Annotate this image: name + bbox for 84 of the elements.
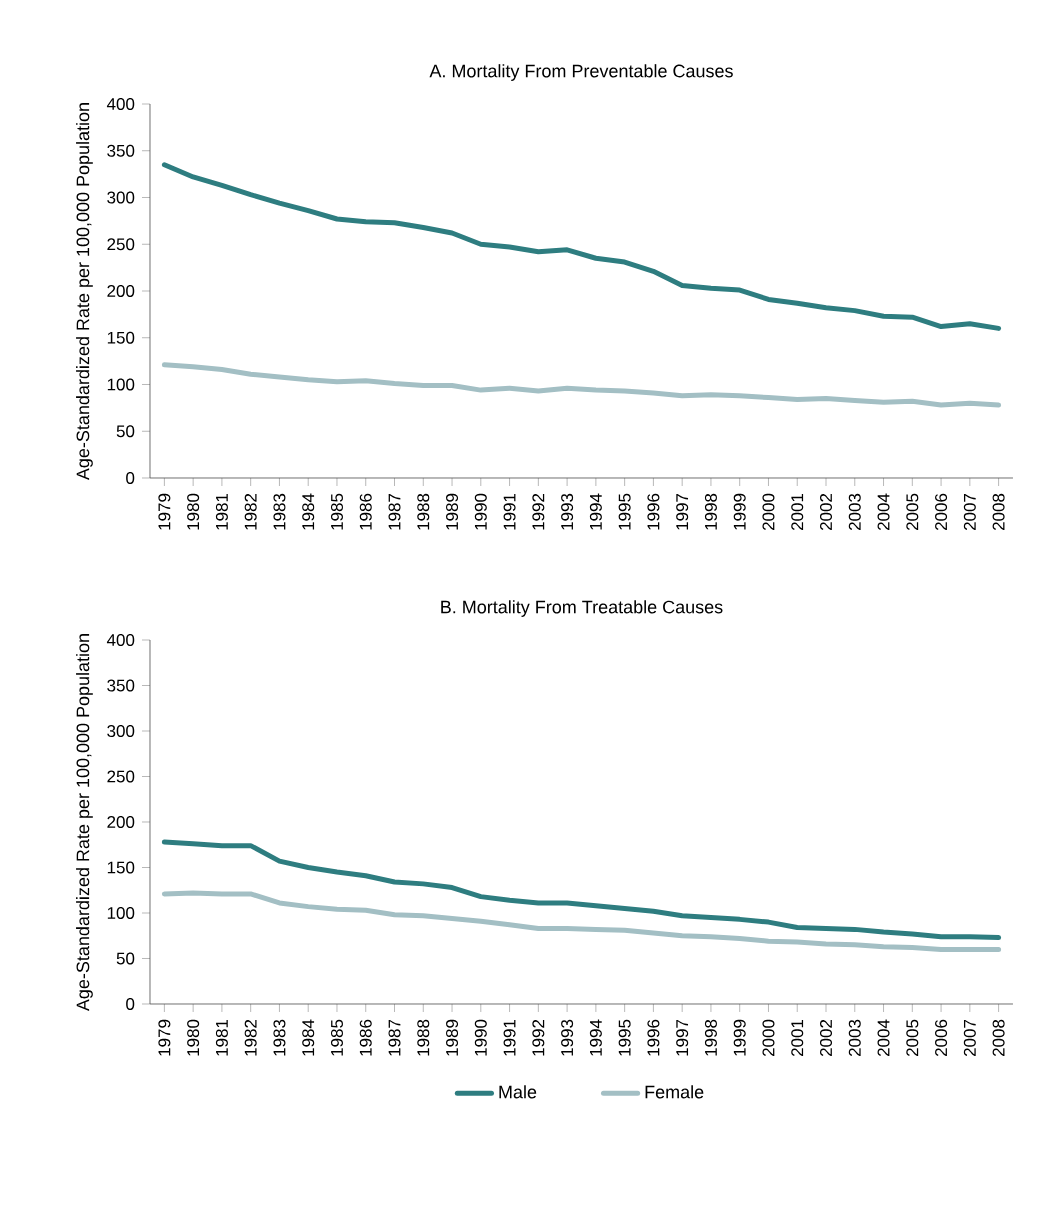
x-tick-label: 1987 [388,493,401,530]
x-tick-label: 2005 [906,1019,919,1057]
x-tick-label: 2008 [992,493,1005,531]
y-tick-label: 250 [107,770,135,783]
y-tick-label: 0 [126,997,135,1010]
x-tick-label: 1989 [446,1019,459,1056]
x-tick-label: 2003 [848,493,861,531]
y-axis-title: Age-Standardized Rate per 100,000 Population [76,103,93,481]
x-tick-label: 2004 [877,493,890,531]
x-tick-label: 2007 [963,493,976,531]
legend-label: Female [645,1085,704,1099]
y-tick-label: 350 [107,144,135,157]
x-tick-label: 2004 [877,1019,890,1057]
x-tick-label: 1996 [647,493,660,530]
x-tick-label: 2006 [935,493,948,531]
chart-title: B. Mortality From Treatable Causes [441,600,723,617]
x-tick-label: 2005 [906,493,919,531]
x-tick-label: 1988 [417,1019,430,1056]
legend-label: Male [499,1085,537,1099]
x-tick-label: 2000 [762,1019,775,1057]
x-tick-label: 1987 [388,1019,401,1056]
x-tick-label: 1990 [474,493,487,530]
x-tick-label: 1986 [359,493,372,530]
y-tick-label: 200 [107,284,135,298]
x-tick-label: 1990 [474,1019,487,1056]
x-tick-label: 1993 [561,1019,574,1056]
x-tick-label: 1979 [158,1019,171,1056]
x-tick-label: 1993 [561,493,574,530]
y-tick-label: 300 [107,725,135,738]
x-tick-label: 1999 [733,1019,746,1056]
x-tick-label: 1988 [417,493,430,530]
y-tick-label: 300 [107,191,135,204]
x-tick-label: 2008 [992,1019,1005,1057]
x-tick-label: 1980 [187,493,200,530]
x-tick-label: 1994 [589,493,602,530]
y-tick-label: 400 [106,98,135,111]
x-tick-label: 1984 [302,1019,315,1056]
x-tick-label: 1995 [618,493,631,530]
x-tick-label: 1999 [733,493,746,530]
x-tick-label: 1984 [302,493,315,530]
x-tick-label: 1983 [273,1019,286,1056]
chart-title: A. Mortality From Preventable Causes [429,64,733,81]
y-tick-label: 350 [107,679,135,692]
x-tick-label: 1981 [215,1019,228,1056]
x-tick-label: 1991 [503,1019,516,1056]
x-tick-label: 1992 [532,1019,545,1056]
x-tick-label: 2002 [820,1019,833,1057]
x-tick-label: 2003 [848,1019,861,1057]
x-tick-label: 2007 [963,1019,976,1057]
x-tick-label: 1985 [330,1019,343,1056]
x-tick-label: 1985 [330,493,343,530]
y-axis-title: Age-Standardized Rate per 100,000 Population [76,634,93,1012]
y-tick-label: 50 [116,952,135,965]
x-tick-label: 1996 [647,1019,660,1056]
x-tick-label: 1982 [244,493,257,530]
x-tick-label: 2000 [762,493,775,531]
y-tick-label: 150 [107,861,135,874]
x-tick-label: 1981 [215,493,228,530]
x-tick-label: 1986 [359,1019,372,1056]
x-tick-label: 1994 [589,1019,602,1056]
x-tick-label: 1998 [704,493,717,530]
x-tick-label: 2001 [791,493,804,531]
y-tick-label: 50 [116,425,135,438]
y-tick-label: 100 [107,378,135,391]
x-tick-label: 1992 [532,493,545,530]
x-tick-label: 1995 [618,1019,631,1056]
x-tick-label: 1997 [676,1019,689,1056]
x-tick-label: 1980 [187,1019,200,1056]
x-tick-label: 1989 [446,493,459,530]
y-tick-label: 0 [126,471,135,485]
y-tick-label: 250 [107,238,135,251]
x-tick-label: 2002 [820,493,833,531]
x-tick-label: 2006 [935,1019,948,1057]
x-tick-label: 1982 [244,1019,257,1056]
y-tick-label: 100 [107,906,135,920]
x-tick-label: 1991 [503,493,516,530]
x-tick-label: 1979 [158,493,171,530]
x-tick-label: 1998 [704,1019,717,1056]
x-tick-label: 2001 [791,1019,804,1057]
y-tick-label: 150 [107,331,135,344]
y-tick-label: 200 [107,816,135,829]
y-tick-label: 400 [106,634,135,647]
x-tick-label: 1997 [676,493,689,530]
x-tick-label: 1983 [273,493,286,530]
